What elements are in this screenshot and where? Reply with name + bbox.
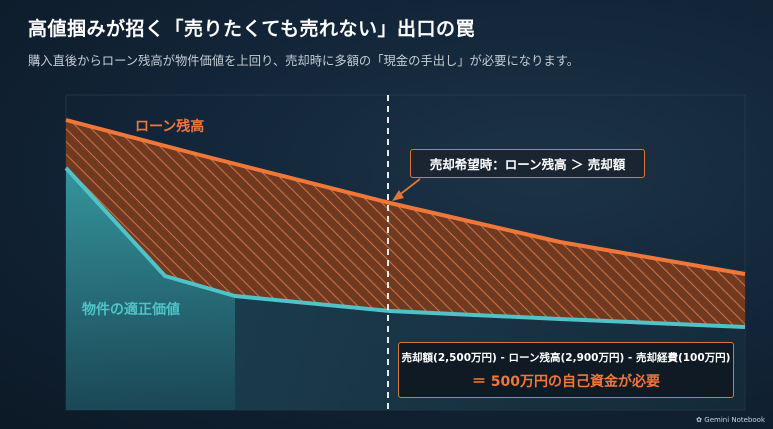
brand-text: Gemini Notebook [704, 416, 765, 424]
brand-logo-icon: ✿ [696, 416, 703, 424]
property-value-label: 物件の適正価値 [82, 302, 180, 318]
negative-equity-area [66, 120, 745, 327]
shortfall-formula-box: 売却額(2,500万円) - ローン残高(2,900万円) - 売却経費(100… [398, 342, 734, 398]
callout-text: 売却希望時：ローン残高 ＞ 売却額 [429, 157, 626, 172]
page-title: 高値掴みが招く「売りたくても売れない」出口の罠 [28, 18, 475, 40]
property-value-line [64, 166, 746, 329]
callout-arrow [392, 178, 421, 201]
sale-condition-callout: 売却希望時：ローン残高 ＞ 売却額 [410, 149, 645, 178]
value-area-left [66, 168, 235, 410]
loan-balance-label: ローン残高 [135, 119, 205, 135]
brand-watermark: ✿ Gemini Notebook [696, 416, 765, 424]
page-subtitle: 購入直後からローン残高が物件価値を上回り、売却時に多額の「現金の手出し」が必要に… [28, 54, 580, 68]
formula-result: ＝ 500万円の自己資金が必要 [471, 374, 661, 390]
loan-balance-line [65, 118, 746, 276]
formula-calculation: 売却額(2,500万円) - ローン残高(2,900万円) - 売却経費(100… [401, 352, 731, 364]
